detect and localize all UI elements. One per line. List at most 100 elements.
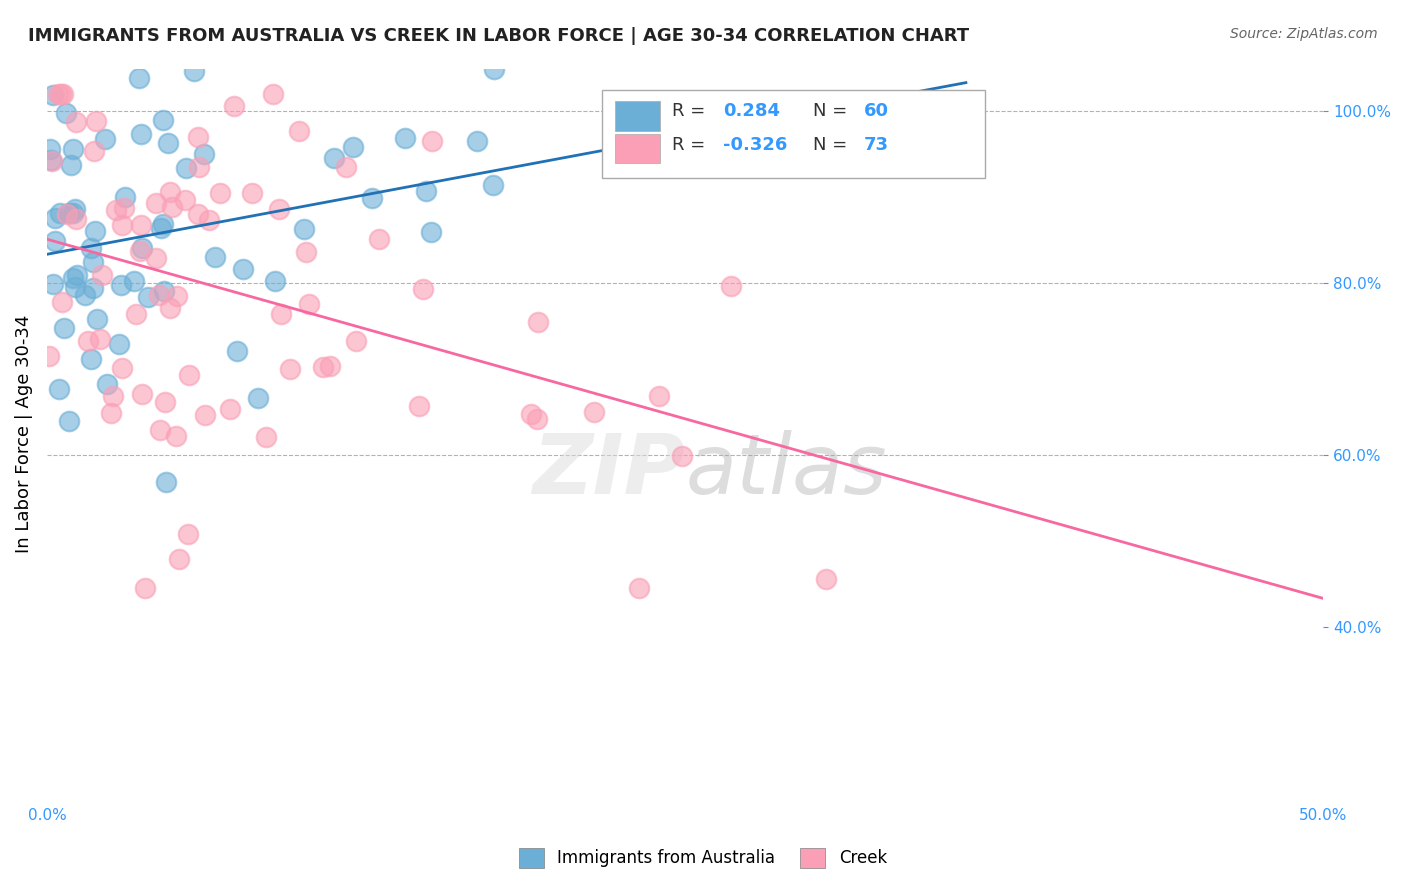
Point — [155, 475, 177, 490]
Point — [49, 87, 72, 102]
Point — [51, 295, 73, 310]
Point — [46, 87, 69, 102]
Point — [159, 301, 181, 315]
Point — [415, 185, 437, 199]
Point — [361, 191, 384, 205]
Point — [183, 63, 205, 78]
Point — [148, 288, 170, 302]
Point — [648, 389, 671, 403]
Point — [173, 193, 195, 207]
Point — [90, 268, 112, 283]
Text: ZIP: ZIP — [533, 430, 685, 510]
Point — [166, 289, 188, 303]
Point — [295, 244, 318, 259]
Point — [152, 217, 174, 231]
Point — [187, 160, 209, 174]
Point — [408, 399, 430, 413]
Point — [55, 207, 77, 221]
Point — [198, 212, 221, 227]
Y-axis label: In Labor Force | Age 30-34: In Labor Force | Age 30-34 — [15, 315, 32, 553]
Point — [129, 127, 152, 141]
Point — [49, 206, 72, 220]
Point — [628, 581, 651, 595]
Point — [58, 414, 80, 428]
Point — [342, 139, 364, 153]
Point — [526, 412, 548, 426]
Point — [194, 408, 217, 422]
Point — [83, 224, 105, 238]
Point — [122, 274, 145, 288]
Point — [108, 337, 131, 351]
Point — [671, 449, 693, 463]
Text: 60: 60 — [863, 102, 889, 120]
Point — [101, 388, 124, 402]
Point — [66, 268, 89, 282]
Point — [344, 334, 367, 348]
Point — [519, 407, 541, 421]
Point — [262, 87, 284, 102]
Point — [58, 205, 80, 219]
Point — [232, 262, 254, 277]
Point — [42, 277, 65, 291]
Point — [111, 361, 134, 376]
Text: R =: R = — [672, 136, 711, 154]
Point — [270, 307, 292, 321]
Point — [84, 114, 107, 128]
Point — [204, 251, 226, 265]
Point — [240, 186, 263, 200]
Point — [100, 406, 122, 420]
Point — [131, 218, 153, 232]
Point — [111, 218, 134, 232]
Point — [193, 147, 215, 161]
Text: Source: ZipAtlas.com: Source: ZipAtlas.com — [1230, 27, 1378, 41]
FancyBboxPatch shape — [614, 134, 659, 163]
FancyBboxPatch shape — [602, 90, 986, 178]
Point — [136, 290, 159, 304]
Point — [481, 178, 503, 192]
Text: atlas: atlas — [685, 430, 887, 510]
Point — [145, 196, 167, 211]
Point — [368, 232, 391, 246]
Point — [278, 362, 301, 376]
Point — [41, 153, 63, 167]
Point — [114, 190, 136, 204]
Point — [292, 222, 315, 236]
Point — [312, 359, 335, 374]
FancyBboxPatch shape — [614, 102, 659, 130]
Text: IMMIGRANTS FROM AUSTRALIA VS CREEK IN LABOR FORCE | AGE 30-34 CORRELATION CHART: IMMIGRANTS FROM AUSTRALIA VS CREEK IN LA… — [28, 27, 969, 45]
Point — [131, 240, 153, 254]
Point — [82, 281, 104, 295]
Point — [82, 255, 104, 269]
Point — [254, 429, 277, 443]
Point — [65, 202, 87, 216]
Text: R =: R = — [672, 102, 711, 120]
Point — [420, 134, 443, 148]
Text: -0.326: -0.326 — [723, 136, 787, 154]
Point — [128, 70, 150, 85]
Point — [720, 279, 742, 293]
Point — [75, 288, 97, 302]
Point — [226, 344, 249, 359]
Point — [89, 332, 111, 346]
Point — [269, 202, 291, 216]
Point — [48, 382, 70, 396]
Point — [83, 144, 105, 158]
Point — [105, 202, 128, 217]
Point — [59, 158, 82, 172]
Point — [44, 234, 66, 248]
Point — [94, 131, 117, 145]
Point — [55, 106, 77, 120]
Point — [177, 368, 200, 382]
Point — [153, 284, 176, 298]
Point — [482, 62, 505, 76]
Point — [145, 251, 167, 265]
Point — [152, 112, 174, 127]
Point — [112, 202, 135, 216]
Point — [526, 315, 548, 329]
Point — [465, 134, 488, 148]
Point — [323, 151, 346, 165]
Point — [156, 136, 179, 150]
Point — [42, 88, 65, 103]
Point — [63, 279, 86, 293]
Point — [420, 225, 443, 239]
